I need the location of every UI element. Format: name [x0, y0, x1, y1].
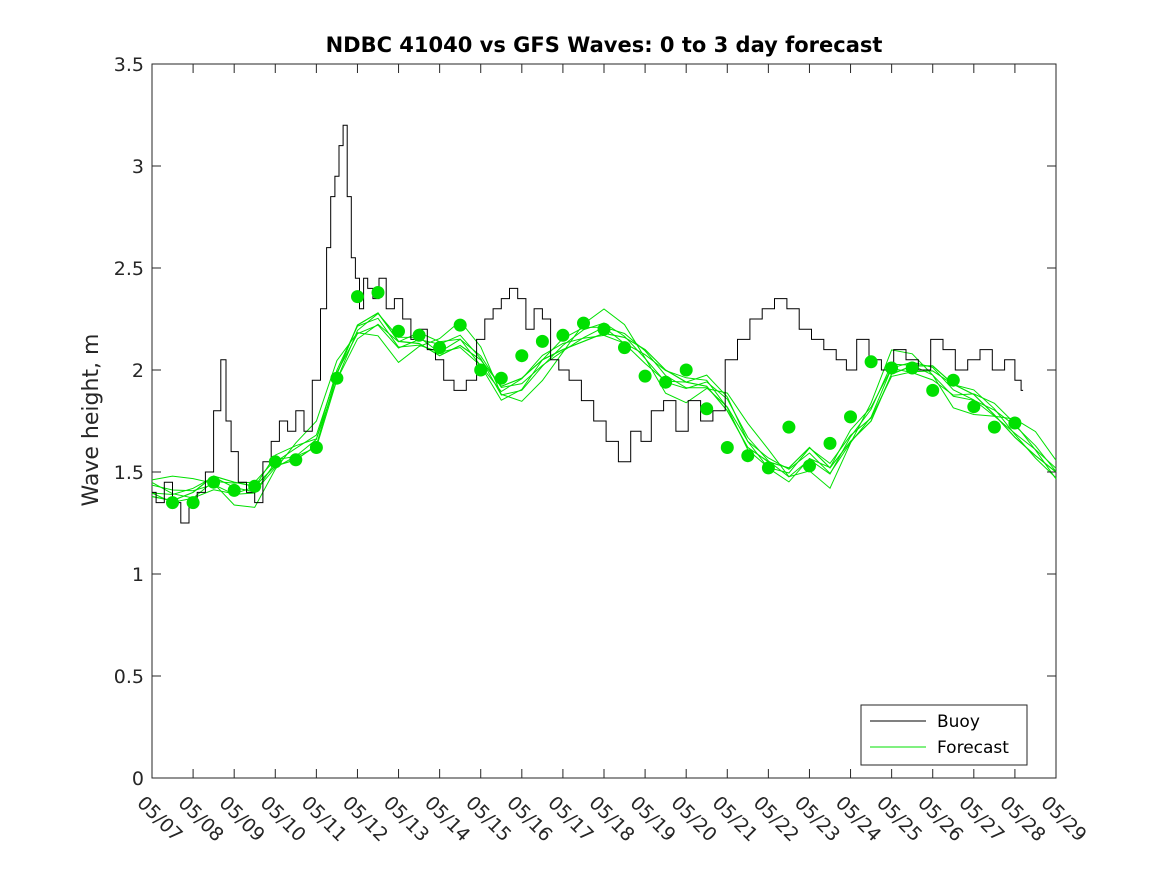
legend-forecast-label: Forecast — [937, 738, 1009, 758]
legend-box — [860, 704, 1028, 766]
forecast-marker — [987, 420, 1001, 434]
forecast-marker — [864, 355, 878, 369]
forecast-marker — [268, 455, 282, 469]
forecast-marker — [166, 496, 179, 510]
forecast-marker — [926, 383, 940, 397]
buoy-series-line — [152, 124, 1024, 524]
forecast-marker — [679, 363, 693, 377]
chart-title: NDBC 41040 vs GFS Waves: 0 to 3 day fore… — [326, 33, 883, 57]
forecast-marker — [782, 420, 796, 434]
y-tick-label: 0.5 — [114, 666, 144, 688]
y-tick-label: 3 — [132, 156, 144, 178]
forecast-marker — [577, 316, 590, 330]
forecast-marker — [556, 328, 570, 342]
forecast-marker — [227, 483, 241, 497]
forecast-marker — [309, 441, 323, 454]
forecast-marker — [803, 459, 816, 473]
forecast-marker — [885, 361, 899, 375]
forecast-marker — [844, 410, 857, 424]
legend-buoy-label: Buoy — [937, 712, 980, 732]
forecast-marker — [741, 449, 755, 463]
forecast-marker — [700, 402, 714, 416]
forecast-marker — [535, 334, 549, 348]
forecast-marker — [597, 322, 611, 336]
forecast-marker — [823, 436, 837, 450]
y-tick-label: 0 — [132, 768, 144, 790]
y-tick-label: 2 — [132, 360, 144, 382]
forecast-marker — [289, 453, 303, 467]
forecast-marker — [433, 341, 447, 355]
forecast-marker — [720, 441, 734, 454]
y-tick-label: 3.5 — [114, 54, 144, 76]
y-tick-label: 1.5 — [114, 462, 144, 484]
forecast-marker — [248, 479, 262, 493]
forecast-marker — [659, 375, 673, 389]
forecast-marker — [494, 371, 508, 385]
forecast-marker — [330, 371, 344, 385]
y-axis-label: Wave height, m — [79, 334, 104, 507]
forecast-marker — [207, 475, 221, 489]
forecast-marker — [412, 328, 426, 342]
forecast-marker — [453, 318, 467, 332]
forecast-marker — [392, 324, 405, 338]
forecast-marker — [1008, 416, 1022, 430]
forecast-marker — [761, 461, 775, 475]
forecast-marker — [515, 349, 529, 363]
legend: Buoy Forecast — [860, 704, 1028, 766]
forecast-marker — [371, 286, 385, 299]
forecast-marker — [186, 496, 200, 510]
forecast-marker — [946, 373, 960, 387]
forecast-trace — [151, 308, 1057, 508]
forecast-marker — [905, 361, 919, 375]
y-tick-label: 1 — [132, 564, 144, 586]
plot-area — [151, 63, 1057, 779]
y-tick-label: 2.5 — [114, 258, 144, 280]
forecast-marker — [618, 341, 631, 355]
forecast-marker — [474, 363, 488, 377]
y-axis: 0 0.5 1 1.5 2 2.5 3 3.5 — [114, 54, 1056, 790]
forecast-marker — [967, 400, 981, 414]
forecast-marker — [351, 290, 364, 304]
forecast-marker — [638, 369, 652, 383]
